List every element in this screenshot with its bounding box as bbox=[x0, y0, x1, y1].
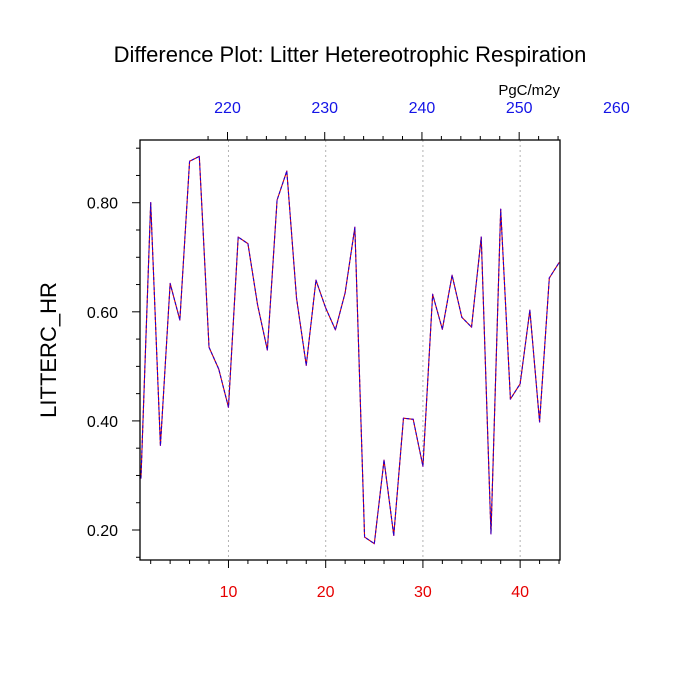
data-point bbox=[548, 277, 550, 279]
data-point bbox=[276, 199, 278, 201]
top-tick-label: 250 bbox=[506, 100, 533, 117]
data-point bbox=[266, 349, 268, 351]
data-point bbox=[461, 316, 463, 318]
series-line-red bbox=[140, 155, 560, 545]
data-point bbox=[373, 543, 375, 545]
series-line-blue bbox=[140, 155, 560, 545]
data-point bbox=[441, 328, 443, 330]
data-point bbox=[538, 421, 541, 423]
data-point bbox=[470, 326, 473, 328]
top-tick-label: 240 bbox=[409, 100, 436, 117]
top-tick-label: 230 bbox=[311, 100, 338, 117]
axis-ticks bbox=[132, 132, 560, 568]
grid-lines bbox=[227, 140, 521, 560]
data-point bbox=[218, 368, 220, 370]
data-point bbox=[179, 319, 181, 321]
y-axis-label: LITTERC_HR bbox=[36, 282, 61, 418]
data-point bbox=[490, 533, 492, 535]
data-point bbox=[295, 297, 298, 299]
data-point bbox=[169, 282, 171, 285]
series-layer bbox=[140, 155, 560, 545]
plot-frame bbox=[139, 139, 561, 561]
data-point bbox=[422, 465, 424, 467]
data-point bbox=[529, 309, 531, 311]
top-tick-label: 260 bbox=[603, 100, 630, 117]
data-point bbox=[432, 293, 434, 295]
data-point bbox=[208, 346, 210, 348]
data-point bbox=[412, 418, 414, 420]
data-point bbox=[334, 329, 337, 331]
data-point bbox=[519, 383, 521, 385]
y-tick-label: 0.80 bbox=[87, 196, 118, 213]
data-point bbox=[247, 243, 249, 245]
data-point bbox=[227, 406, 230, 408]
data-point bbox=[509, 398, 512, 400]
data-point bbox=[383, 459, 385, 461]
x-tick-label: 30 bbox=[414, 584, 432, 601]
data-point bbox=[140, 477, 142, 479]
x-tick-label: 20 bbox=[317, 584, 335, 601]
data-point bbox=[237, 236, 239, 238]
tick-labels: 10 20 30 40 220 230 240 250 260 0.20 0.40 0.60 0.80 bbox=[87, 100, 630, 601]
data-point bbox=[257, 304, 259, 306]
data-point bbox=[286, 170, 288, 172]
data-point bbox=[150, 202, 152, 204]
data-point bbox=[393, 534, 395, 537]
top-tick-label: 220 bbox=[214, 100, 241, 117]
data-point bbox=[480, 236, 482, 238]
data-point bbox=[159, 444, 162, 447]
data-point bbox=[363, 536, 366, 538]
data-point bbox=[402, 417, 405, 419]
x-tick-label: 10 bbox=[220, 584, 238, 601]
data-point bbox=[451, 274, 453, 276]
data-point bbox=[188, 160, 191, 162]
data-point bbox=[198, 155, 200, 157]
data-point bbox=[558, 262, 560, 264]
y-tick-label: 0.40 bbox=[87, 414, 118, 431]
data-point bbox=[500, 208, 502, 210]
data-point bbox=[305, 364, 307, 366]
data-point bbox=[344, 292, 346, 294]
top-axis-unit-label: PgC/m2y bbox=[498, 82, 560, 99]
y-tick-label: 0.60 bbox=[87, 305, 118, 322]
data-point bbox=[315, 279, 317, 281]
data-point bbox=[354, 226, 356, 228]
data-point bbox=[325, 307, 327, 309]
y-tick-label: 0.20 bbox=[87, 523, 118, 540]
x-tick-label: 40 bbox=[511, 584, 529, 601]
chart-title: Difference Plot: Litter Hetereotrophic R… bbox=[114, 42, 587, 67]
